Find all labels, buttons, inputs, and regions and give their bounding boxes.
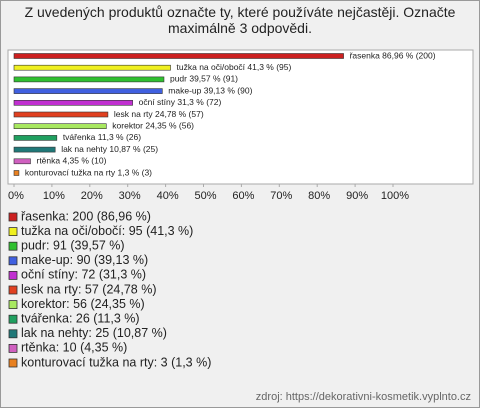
legend-swatch (8, 212, 18, 222)
x-tick-label: 40% (157, 190, 179, 202)
bar-label: pudr 39,57 % (91) (170, 74, 238, 84)
bar (13, 170, 20, 176)
legend-swatch (8, 227, 18, 237)
bar (13, 53, 344, 59)
legend-swatch (8, 343, 18, 353)
bar-label: make-up 39,13 % (90) (168, 85, 252, 95)
legend-label: rtěnka: 10 (4,35 %) (21, 341, 127, 355)
source: zdroj: https://dekorativni-kosmetik.vypl… (256, 391, 471, 403)
legend-swatch (8, 329, 18, 339)
bar-label: tvářenka 11,3 % (26) (63, 132, 141, 142)
legend-label: make-up: 90 (39,13 %) (21, 253, 148, 267)
bar-label: rtěnka 4,35 % (10) (36, 156, 106, 166)
x-tick-label: 60% (232, 190, 254, 202)
legend-label: korektor: 56 (24,35 %) (21, 297, 145, 311)
x-tick-label: 70% (270, 190, 292, 202)
legend-label: konturovací tužka na rty: 3 (1,3 %) (21, 355, 211, 369)
bar (13, 76, 165, 83)
bar (13, 135, 58, 141)
legend-swatch (8, 270, 18, 280)
legend-label: oční stíny: 72 (31,3 %) (21, 268, 146, 282)
legend-label: tvářenka: 26 (11,3 %) (21, 311, 140, 325)
x-tick-label: 100% (381, 190, 409, 202)
legend-swatch (8, 285, 18, 295)
legend-label: pudr: 91 (39,57 %) (21, 238, 125, 252)
bar (13, 64, 171, 71)
bar-label: korektor 24,35 % (56) (112, 120, 194, 130)
legend-label: tužka na oči/obočí: 95 (41,3 %) (21, 224, 193, 238)
legend-swatch (8, 241, 18, 251)
x-tick-label: 90% (346, 190, 368, 202)
bar-label: konturovací tužka na rty 1,3 % (3) (25, 167, 152, 177)
bar-label: tužka na oči/obočí 41,3 % (95) (177, 62, 292, 72)
x-tick-label: 80% (308, 190, 330, 202)
legend-label: lesk na rty: 57 (24,78 %) (21, 282, 156, 296)
legend-label: řasenka: 200 (86,96 %) (21, 209, 151, 223)
x-tick-label: 50% (194, 190, 216, 202)
legend-swatch (8, 314, 18, 324)
x-tick-label: 10% (43, 190, 65, 202)
bar-label: řasenka 86,96 % (200) (350, 50, 436, 60)
bar-label: lesk na rty 24,78 % (57) (114, 109, 204, 119)
chart-title: Z uvedených produktů označte ty, které p… (24, 4, 456, 36)
bar (13, 88, 163, 94)
x-tick-label: 0% (8, 190, 24, 202)
bar-label: oční stíny 31,3 % (72) (139, 97, 222, 107)
legend-swatch (8, 358, 18, 368)
bar (13, 146, 56, 153)
bar (13, 158, 31, 165)
legend-label: lak na nehty: 25 (10,87 %) (21, 326, 167, 340)
bar (13, 111, 109, 118)
bar (13, 123, 107, 129)
legend-swatch (8, 256, 18, 266)
x-tick-label: 20% (81, 190, 103, 202)
bar (13, 100, 133, 106)
legend-swatch (8, 300, 18, 310)
x-tick-label: 30% (119, 190, 141, 202)
bar-label: lak na nehty 10,87 % (25) (61, 144, 158, 154)
